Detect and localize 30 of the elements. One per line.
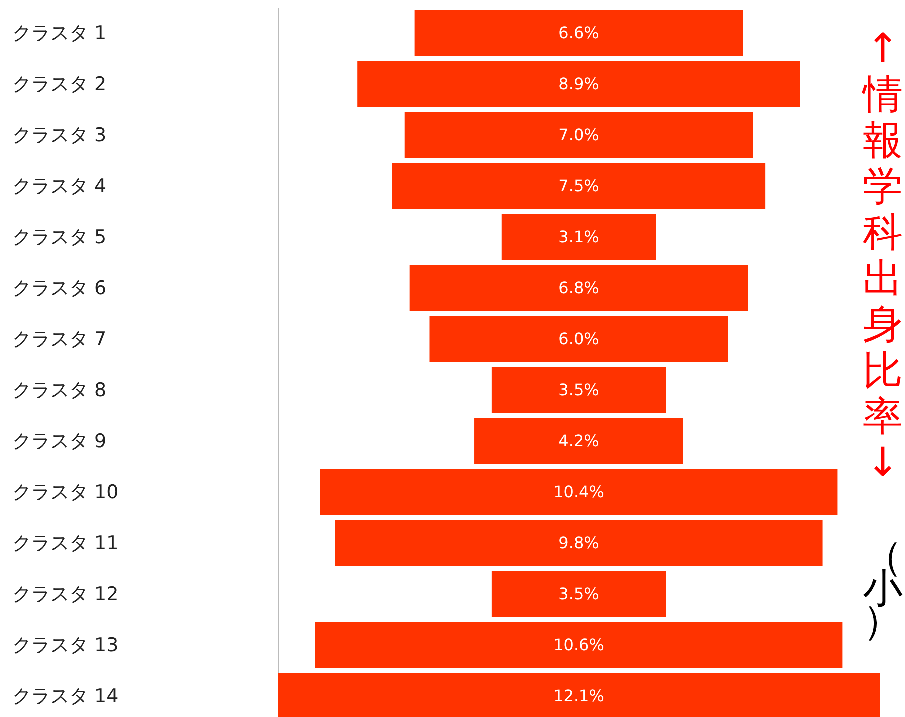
text: （小） — [863, 534, 903, 644]
data-label: 10.4% — [554, 482, 604, 502]
category-label: クラスタ 8 — [12, 380, 107, 402]
category-label: クラスタ 11 — [12, 532, 119, 554]
data-label: 9.8% — [558, 534, 600, 552]
data-label: 4.2% — [558, 432, 600, 450]
data-label: 6.6% — [558, 24, 600, 42]
category-label: クラスタ 12 — [12, 584, 119, 606]
data-label: 8.9% — [558, 74, 600, 94]
category-label: クラスタ 9 — [12, 430, 107, 452]
category-label: クラスタ 3 — [12, 124, 107, 146]
category-label: クラスタ 2 — [12, 74, 107, 96]
category-label: クラスタ 5 — [12, 226, 107, 248]
category-label: クラスタ 10 — [12, 482, 119, 504]
data-label: 3.5% — [558, 380, 600, 400]
data-label: 6.8% — [558, 278, 600, 298]
data-label: 7.0% — [558, 126, 600, 144]
category-label: クラスタ 6 — [12, 278, 107, 300]
text: ↑情報学科出身比率↓ — [863, 26, 903, 486]
data-label: 7.5% — [558, 176, 600, 196]
data-label: 3.1% — [558, 228, 600, 246]
data-label: 12.1% — [554, 686, 604, 706]
category-label: クラスタ 1 — [12, 22, 107, 44]
data-label: 3.5% — [558, 584, 600, 604]
category-label: クラスタ 7 — [12, 328, 107, 350]
category-label: クラスタ 14 — [12, 686, 119, 708]
data-label: 6.0% — [558, 330, 600, 348]
category-label: クラスタ 4 — [12, 176, 107, 198]
category-label: クラスタ 13 — [12, 634, 119, 656]
data-label: 10.6% — [554, 636, 604, 654]
